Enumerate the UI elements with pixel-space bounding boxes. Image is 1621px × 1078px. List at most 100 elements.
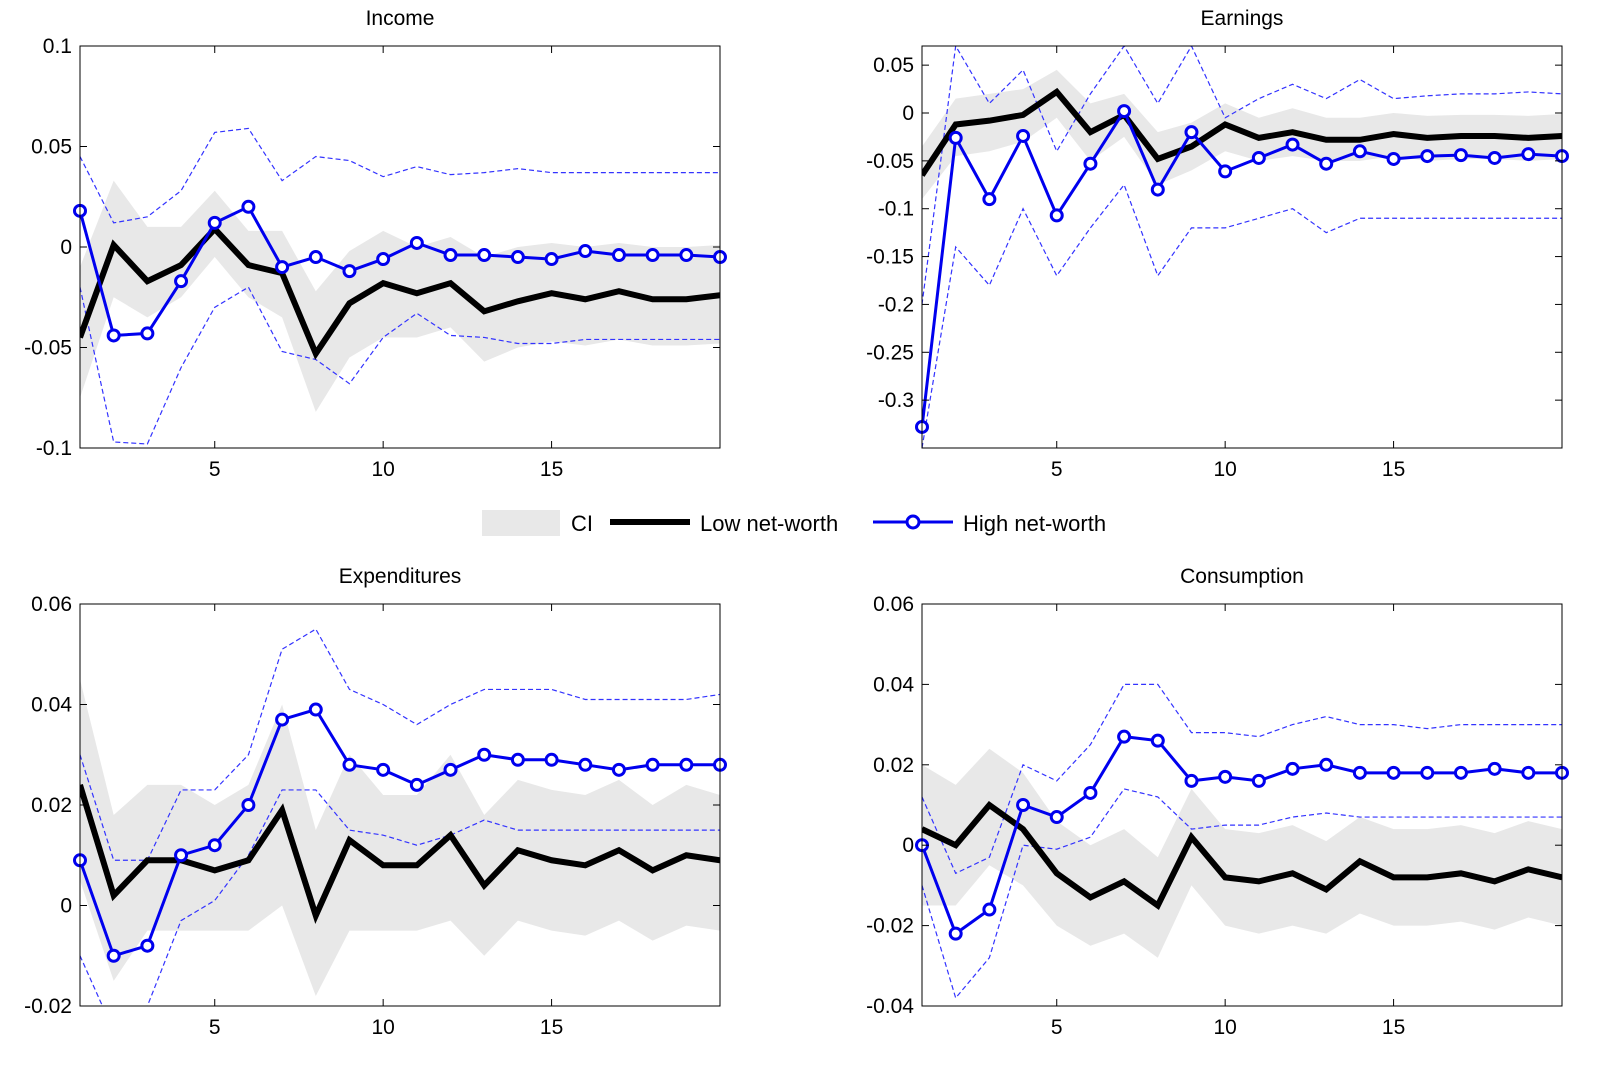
x-tick-label: 5	[209, 1016, 221, 1039]
legend-high-swatch-marker	[905, 514, 921, 530]
chart-panel-expenditures: Expenditures -0.02 0 0.02 0.04 0.06 5 10 15	[24, 565, 727, 1039]
y-tick-label: 0.06	[31, 593, 72, 616]
high-net-worth-marker	[1386, 151, 1401, 166]
high-net-worth-marker	[1319, 757, 1334, 772]
y-tick-label: 0.05	[31, 136, 72, 159]
high-net-worth-marker	[1184, 773, 1199, 788]
x-tick-label: 10	[1213, 458, 1236, 481]
y-tick-label: -0.02	[866, 915, 914, 938]
high-net-worth-marker	[1117, 104, 1132, 119]
high-net-worth-marker	[1117, 729, 1132, 744]
high-ci-upper-line	[922, 46, 1562, 305]
high-net-worth-marker	[140, 326, 155, 341]
high-net-worth-marker	[1150, 182, 1165, 197]
legend-ci-swatch	[482, 510, 560, 536]
low-net-worth-line	[922, 87, 1562, 177]
y-tick-label: 0	[60, 236, 72, 259]
high-net-worth-marker	[1184, 125, 1199, 140]
y-tick-label: -0.2	[878, 293, 914, 316]
low-net-worth-line	[80, 784, 720, 924]
axes-box	[921, 45, 1563, 449]
high-net-worth-marker	[275, 712, 290, 727]
low-net-worth-line	[922, 800, 1562, 910]
high-net-worth-marker	[1521, 147, 1536, 162]
x-tick-label: 15	[1382, 1016, 1405, 1039]
high-net-worth-marker	[948, 130, 963, 145]
high-net-worth-marker	[1285, 761, 1300, 776]
x-tick-label: 15	[540, 1016, 563, 1039]
y-tick-label: 0	[60, 895, 72, 918]
high-ci-lower-line	[80, 286, 720, 445]
high-net-worth-marker	[308, 250, 323, 265]
high-net-worth-marker	[544, 752, 559, 767]
high-net-worth-marker	[982, 192, 997, 207]
high-net-worth-marker	[645, 248, 660, 263]
high-net-worth-marker	[174, 274, 189, 289]
high-net-worth-marker	[106, 948, 121, 963]
high-net-worth-marker	[645, 757, 660, 772]
high-net-worth-marker	[1016, 798, 1031, 812]
x-tick-label: 10	[371, 1016, 394, 1039]
high-net-worth-marker	[1352, 144, 1367, 159]
panel-title-earnings: Earnings	[1201, 7, 1284, 30]
axes-box	[921, 603, 1563, 1007]
high-ci-lower-line	[922, 788, 1562, 1000]
high-net-worth-marker	[1049, 810, 1064, 825]
high-net-worth-marker	[376, 252, 391, 267]
ci-band	[922, 748, 1562, 958]
chart-panels: Income -0.1 -0.05 0 0.05 0.1 5 10 15 Earnings -0.3…	[24, 7, 1569, 1039]
high-net-worth-marker	[241, 798, 256, 812]
high-net-worth-marker	[1453, 148, 1468, 163]
x-tick-label: 5	[209, 458, 221, 481]
high-ci-upper-line	[922, 683, 1562, 875]
high-net-worth-marker	[544, 252, 559, 267]
y-tick-label: 0.02	[873, 754, 914, 777]
y-tick-label: 0.02	[31, 794, 72, 817]
high-net-worth-marker	[578, 757, 593, 772]
plot-area-expenditures	[80, 628, 720, 1006]
legend-high-label: High net-worth	[963, 511, 1106, 536]
x-tick-label: 5	[1051, 458, 1063, 481]
y-tick-label: -0.1	[36, 437, 72, 460]
y-tick-label: 0	[902, 102, 914, 125]
high-net-worth-marker	[207, 215, 222, 230]
legend: CI Low net-worth High net-worth	[482, 510, 1106, 536]
high-net-worth-marker	[1049, 208, 1064, 223]
high-net-worth-marker	[1285, 137, 1300, 152]
y-tick-label: -0.15	[866, 246, 914, 269]
high-net-worth-marker	[106, 328, 121, 343]
high-net-worth-marker	[1251, 150, 1266, 165]
high-net-worth-marker	[1420, 765, 1435, 780]
x-tick-label: 10	[1213, 1016, 1236, 1039]
chart-panel-consumption: Consumption -0.04 -0.02 0 0.02 0.04 0.06 5 10 15	[866, 565, 1569, 1039]
high-net-worth-marker	[611, 762, 626, 777]
high-net-worth-marker	[1319, 156, 1334, 171]
high-net-worth-marker	[948, 926, 963, 941]
y-tick-label: -0.1	[878, 198, 914, 221]
plot-area-consumption	[922, 683, 1562, 1000]
high-net-worth-marker	[140, 938, 155, 953]
high-net-worth-marker	[1487, 150, 1502, 165]
high-net-worth-marker	[679, 248, 694, 263]
plot-area-earnings	[922, 46, 1562, 448]
high-net-worth-marker	[1420, 149, 1435, 164]
ci-band	[80, 180, 720, 412]
x-tick-label: 15	[540, 458, 563, 481]
x-tick-label: 5	[1051, 1016, 1063, 1039]
high-net-worth-marker	[1352, 765, 1367, 780]
high-ci-upper-line	[80, 127, 720, 224]
high-net-worth-marker	[611, 248, 626, 263]
high-net-worth-marker	[308, 702, 323, 717]
y-tick-label: 0.04	[873, 673, 914, 696]
high-net-worth-marker	[376, 762, 391, 777]
high-net-worth-marker	[342, 757, 357, 772]
high-net-worth-marker	[1218, 769, 1233, 784]
chart-panel-income: Income -0.1 -0.05 0 0.05 0.1 5 10 15	[24, 7, 727, 481]
y-tick-label: 0	[902, 834, 914, 857]
legend-low-label: Low net-worth	[700, 511, 838, 536]
low-net-worth-line	[80, 224, 720, 360]
ci-band	[922, 69, 1562, 200]
high-net-worth-marker	[275, 260, 290, 275]
plot-area-income	[80, 127, 720, 445]
